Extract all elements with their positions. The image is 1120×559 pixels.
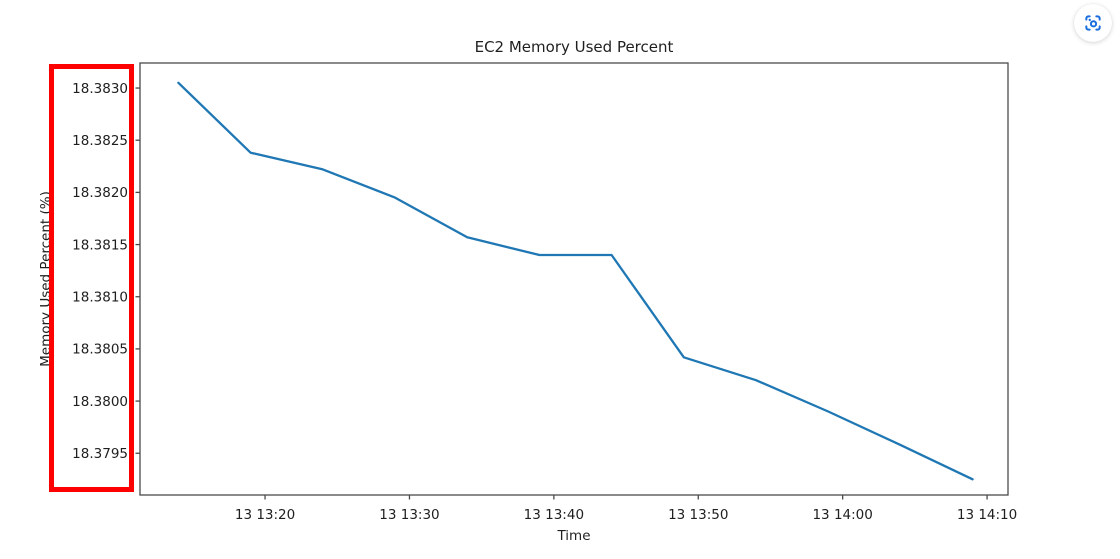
y-tick-label: 18.3800 <box>72 394 128 410</box>
y-tick-label: 18.3820 <box>72 185 128 201</box>
y-tick-label: 18.3825 <box>72 133 128 149</box>
y-tick-label: 18.3830 <box>72 81 128 97</box>
x-tick-label: 13 14:10 <box>957 507 1017 523</box>
x-tick-label: 13 13:40 <box>524 507 584 523</box>
x-axis-label: Time <box>556 528 590 544</box>
y-tick-label: 18.3815 <box>72 237 128 253</box>
y-tick-label: 18.3810 <box>72 290 128 306</box>
x-axis-ticks: 13 13:20 13 13:30 13 13:40 13 13:50 13 14:00… <box>235 495 1017 523</box>
line-series <box>177 81 974 481</box>
chart-title: EC2 Memory Used Percent <box>475 38 674 56</box>
y-axis-label: Memory Used Percent (%) <box>38 191 54 367</box>
y-tick-label: 18.3805 <box>72 342 128 358</box>
series-line <box>177 81 974 481</box>
screen-capture-icon <box>1085 15 1101 31</box>
screenshot-button[interactable] <box>1074 4 1112 42</box>
x-tick-label: 13 13:50 <box>668 507 728 523</box>
y-tick-label: 18.3795 <box>72 446 128 462</box>
y-axis-ticks: 18.3795 18.3800 18.3805 18.3810 18.3815 18.38… <box>72 81 140 462</box>
x-tick-label: 13 13:20 <box>235 507 295 523</box>
x-tick-label: 13 13:30 <box>379 507 439 523</box>
x-tick-label: 13 14:00 <box>812 507 872 523</box>
plot-frame <box>139 62 1009 496</box>
